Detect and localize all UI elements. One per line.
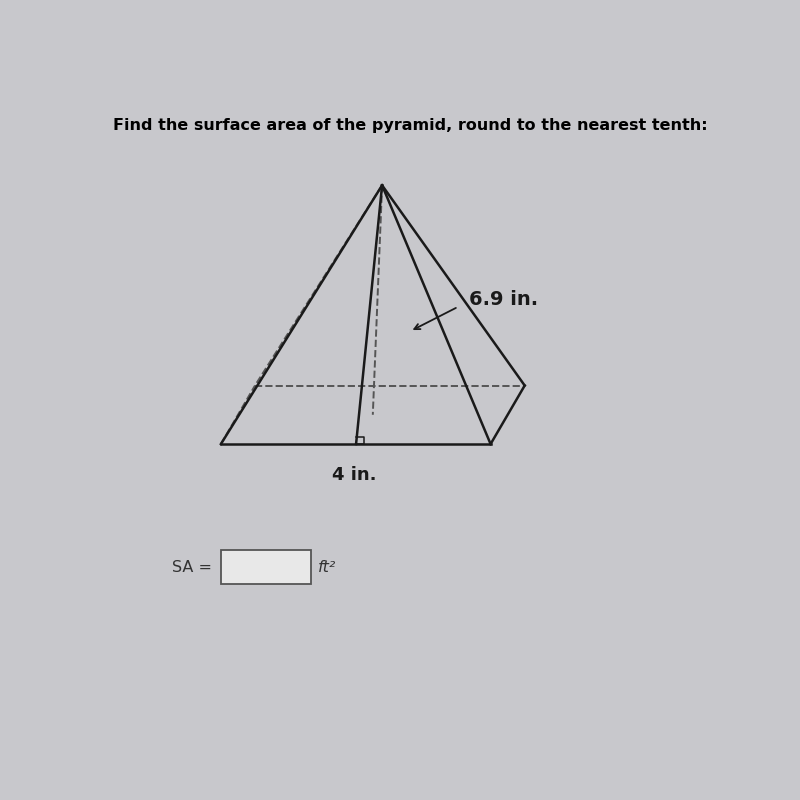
Text: Find the surface area of the pyramid, round to the nearest tenth:: Find the surface area of the pyramid, ro… <box>113 118 707 133</box>
Text: 4 in.: 4 in. <box>332 466 377 483</box>
FancyBboxPatch shape <box>221 550 310 584</box>
Text: 6.9 in.: 6.9 in. <box>469 290 538 309</box>
Text: ft²: ft² <box>318 560 337 574</box>
Text: SA =: SA = <box>171 560 211 574</box>
